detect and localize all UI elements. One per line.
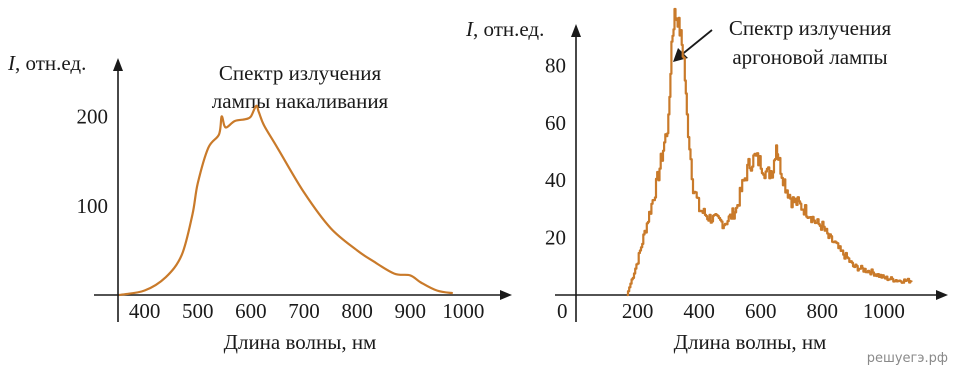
chart-title-line-1: Спектр излучения (729, 16, 892, 40)
y-axis-unit: , отн.ед. (473, 17, 544, 41)
watermark: решуегэ.рф (867, 351, 948, 366)
y-axis-arrow (571, 24, 581, 37)
annotation-arrow (679, 29, 713, 57)
x-tick-label: 1000 (863, 299, 905, 323)
x-tick-label: 700 (288, 299, 320, 323)
x-tick-label: 500 (182, 299, 214, 323)
x-axis-label: Длина волны, нм (224, 330, 377, 354)
x-tick-label: 1000 (442, 299, 484, 323)
x-tick-label: 600 (235, 299, 267, 323)
origin-label: 0 (557, 299, 568, 323)
y-axis-symbol: I (7, 51, 16, 75)
y-tick-label: 60 (545, 111, 566, 135)
x-tick-label: 800 (807, 299, 839, 323)
series-line (118, 104, 453, 297)
series-line (626, 7, 913, 297)
x-tick-label: 200 (622, 299, 654, 323)
x-axis-arrow (936, 290, 948, 300)
chart-argon: I, отн.ед. Спектр излучения аргоновой ла… (465, 7, 948, 354)
y-tick-label: 80 (545, 53, 566, 77)
x-tick-label: 400 (683, 299, 715, 323)
x-tick-label: 900 (395, 299, 427, 323)
y-axis-unit: , отн.ед. (15, 51, 86, 75)
x-axis-arrow (500, 290, 512, 300)
chart-title-line-1: Спектр излучения (219, 61, 382, 85)
y-axis-label: I, отн.ед. (7, 51, 86, 75)
chart-title-line-2: лампы накаливания (212, 89, 389, 113)
chart-incandescent: I, отн.ед. Спектр излучения лампы накали… (7, 51, 512, 354)
y-tick-label: 100 (77, 194, 109, 218)
y-tick-labels: 20 40 60 80 (545, 53, 566, 249)
x-tick-label: 600 (745, 299, 777, 323)
y-axis-arrow (113, 58, 123, 71)
y-tick-label: 40 (545, 168, 566, 192)
x-tick-label: 400 (129, 299, 161, 323)
y-tick-labels: 100 200 (77, 105, 109, 218)
y-tick-label: 20 (545, 226, 566, 250)
y-axis-label: I, отн.ед. (465, 17, 544, 41)
x-tick-label: 800 (341, 299, 373, 323)
y-tick-label: 200 (77, 105, 109, 129)
y-axis-symbol: I (465, 17, 474, 41)
x-tick-labels: 400 500 600 700 800 900 1000 (129, 299, 485, 323)
x-axis-label: Длина волны, нм (674, 330, 827, 354)
x-tick-labels: 200 400 600 800 1000 (622, 299, 905, 323)
chart-title-line-2: аргоновой лампы (732, 45, 887, 69)
